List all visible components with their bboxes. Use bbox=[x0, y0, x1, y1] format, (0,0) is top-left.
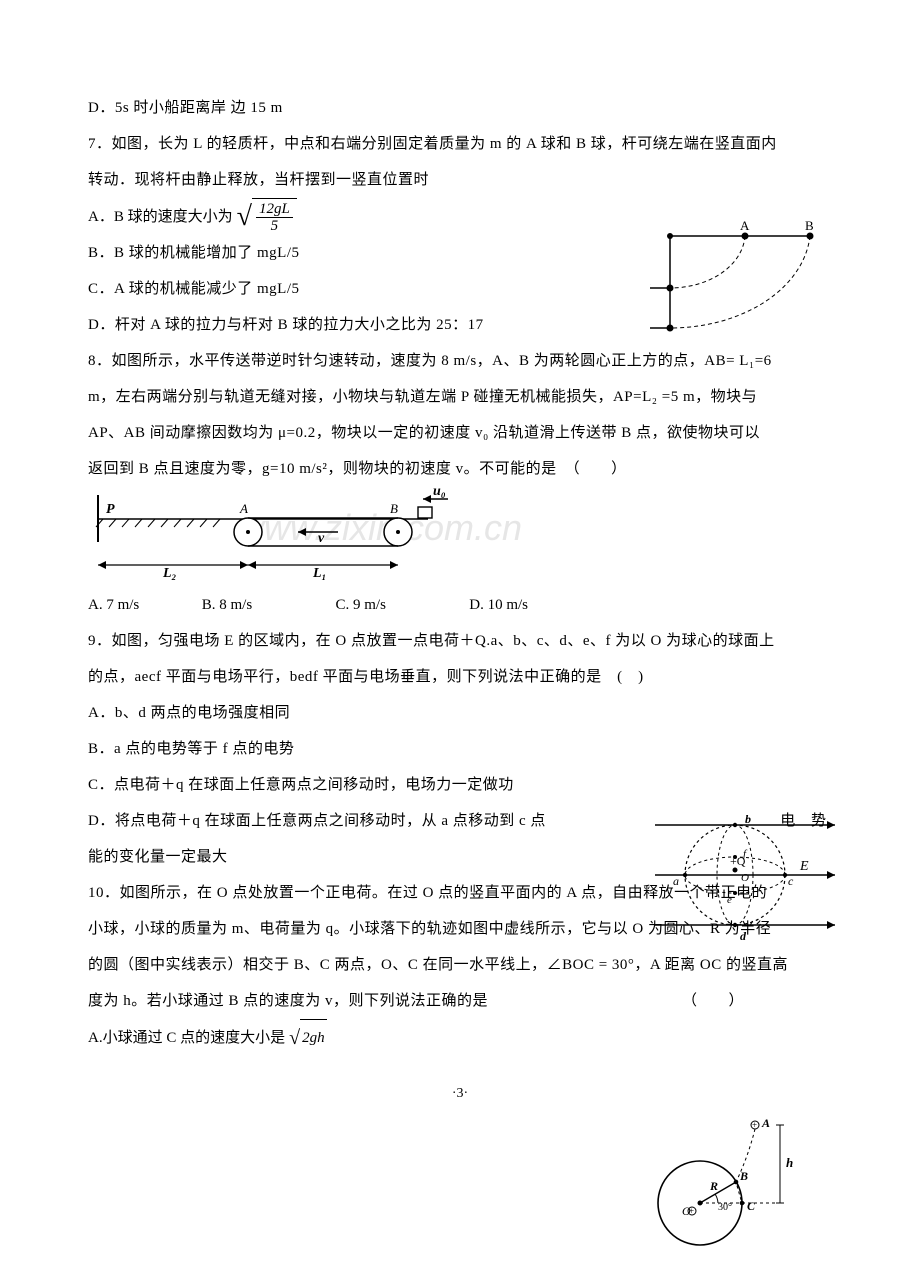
radicand: 12gL 5 bbox=[252, 198, 297, 235]
q9-option-a: A．b、d 两点的电场强度相同 bbox=[88, 695, 832, 731]
page-number: ·3· bbox=[88, 1086, 832, 1102]
svg-text:C: C bbox=[747, 1199, 756, 1213]
q10-diagram: O + R 30° B C + A h bbox=[640, 1115, 810, 1255]
label-L1: L₁ bbox=[312, 566, 326, 581]
page: D．5s 时小船距离岸 边 15 m 7．如图，长为 L 的轻质杆，中点和右端分… bbox=[0, 0, 920, 1274]
q7-stem-1: 7．如图，长为 L 的轻质杆，中点和右端分别固定着质量为 m 的 A 球和 B … bbox=[88, 126, 832, 162]
label-angle: 30° bbox=[718, 1202, 732, 1213]
svg-text:d: d bbox=[740, 929, 747, 943]
svg-text:+: + bbox=[689, 1206, 694, 1216]
label-E: E bbox=[799, 859, 809, 874]
q8-option-c: C. 9 m/s bbox=[336, 587, 466, 623]
q8-stem-4: 返回到 B 点且速度为零，g=10 m/s²，则物块的初速度 v。不可能的是 （… bbox=[88, 451, 832, 487]
svg-text:+: + bbox=[752, 1120, 757, 1130]
q8-option-d: D. 10 m/s bbox=[469, 587, 528, 623]
svg-text:a: a bbox=[673, 874, 679, 888]
label-B: B bbox=[805, 218, 814, 233]
q10-stem-4: 度为 h。若小球通过 B 点的速度为 v，则下列说法正确的是 （ ） bbox=[88, 983, 832, 1019]
label-O: O bbox=[741, 872, 749, 884]
sqrt-icon: √ 12gL 5 bbox=[237, 198, 297, 235]
q7-diagram: A B 𝑣 A 𝑣 B bbox=[650, 218, 830, 353]
q10-option-a-prefix: A.小球通过 C 点的速度大小是 bbox=[88, 1020, 285, 1056]
q10-option-a: A.小球通过 C 点的速度大小是 √ 2gh bbox=[88, 1019, 832, 1056]
label-A: A bbox=[740, 218, 750, 233]
q8-options: A. 7 m/s B. 8 m/s C. 9 m/s D. 10 m/s bbox=[88, 587, 832, 623]
radical-sign-icon: √ bbox=[289, 1028, 300, 1048]
label-vA-sub: A bbox=[650, 277, 651, 288]
label-A: A bbox=[761, 1116, 770, 1130]
q8-option-a: A. 7 m/s bbox=[88, 587, 198, 623]
q7-option-a-prefix: A．B 球的速度大小为 bbox=[88, 199, 233, 235]
label-P: P bbox=[106, 502, 115, 517]
radicand: 2gh bbox=[300, 1019, 327, 1056]
q7-stem-2: 转动．现将杆由静止释放，当杆摆到一竖直位置时 bbox=[88, 162, 832, 198]
label-R: R bbox=[709, 1179, 718, 1193]
svg-text:e: e bbox=[727, 894, 732, 906]
q9-option-b: B．a 点的电势等于 f 点的电势 bbox=[88, 731, 832, 767]
label-h: h bbox=[786, 1155, 793, 1170]
svg-text:f: f bbox=[743, 848, 748, 860]
q8-option-b: B. 8 m/s bbox=[202, 587, 332, 623]
label-A: A bbox=[239, 501, 248, 516]
q9-stem-2: 的点，aecf 平面与电场平行，bedf 平面与电场垂直，则下列说法中正确的是 … bbox=[88, 659, 832, 695]
svg-text:B: B bbox=[739, 1169, 748, 1183]
label-B: B bbox=[390, 501, 398, 516]
q9-diagram: +Q O E a c b d e f bbox=[635, 795, 845, 960]
svg-text:c: c bbox=[788, 874, 794, 888]
L: L bbox=[281, 201, 289, 217]
sqrt-icon: √ 2gh bbox=[289, 1019, 326, 1056]
q8-stem-2: m，左右两端分别与轨道无缝对接，小物块与轨道左端 P 碰撞无机械能损失，AP=L… bbox=[88, 379, 832, 415]
svg-text:b: b bbox=[745, 812, 751, 826]
q9-d-head: D．将点电荷＋q 在球面上任意两点之间移动时，从 a 点移动到 c 点 bbox=[88, 803, 546, 839]
den: 5 bbox=[268, 218, 282, 235]
q9-stem-1: 9．如图，匀强电场 E 的区域内，在 O 点放置一点电荷＋Q.a、b、c、d、e… bbox=[88, 623, 832, 659]
q6-option-d: D．5s 时小船距离岸 边 15 m bbox=[88, 90, 832, 126]
label-u0: u₀ bbox=[433, 487, 446, 499]
label-v: v bbox=[318, 531, 325, 546]
label-L2: L₂ bbox=[162, 566, 177, 581]
q8-stem-3: AP、AB 间动摩擦因数均为 μ=0.2，物块以一定的初速度 v₀ 沿轨道滑上传… bbox=[88, 415, 832, 451]
num: 12g bbox=[259, 201, 282, 217]
radical-sign-icon: √ bbox=[237, 203, 252, 231]
q8-diagram-wrap: www.zixin.com.cn P v A bbox=[88, 487, 832, 587]
